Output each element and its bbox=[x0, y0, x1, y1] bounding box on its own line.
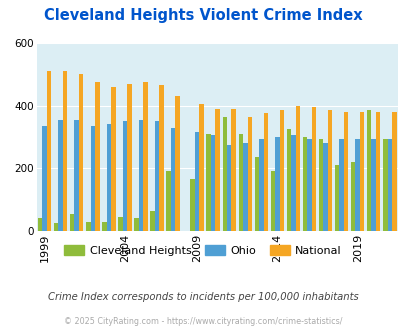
Bar bbox=[290, 135, 295, 231]
Bar bbox=[90, 126, 95, 231]
Bar bbox=[343, 112, 347, 231]
Bar bbox=[238, 134, 243, 231]
Bar bbox=[154, 121, 159, 231]
Bar bbox=[79, 74, 83, 231]
Bar bbox=[54, 223, 58, 231]
Bar bbox=[334, 165, 339, 231]
Bar bbox=[211, 135, 215, 231]
Bar bbox=[263, 114, 267, 231]
Bar bbox=[226, 145, 231, 231]
Bar bbox=[350, 162, 354, 231]
Text: © 2025 CityRating.com - https://www.cityrating.com/crime-statistics/: © 2025 CityRating.com - https://www.city… bbox=[64, 317, 341, 326]
Bar bbox=[270, 172, 275, 231]
Bar bbox=[111, 87, 115, 231]
Bar bbox=[171, 128, 175, 231]
Bar bbox=[127, 84, 131, 231]
Bar bbox=[63, 71, 67, 231]
Bar bbox=[38, 218, 42, 231]
Bar bbox=[74, 120, 79, 231]
Bar bbox=[247, 116, 252, 231]
Bar bbox=[150, 211, 154, 231]
Bar bbox=[307, 139, 311, 231]
Bar bbox=[243, 143, 247, 231]
Bar bbox=[107, 124, 111, 231]
Text: Crime Index corresponds to incidents per 100,000 inhabitants: Crime Index corresponds to incidents per… bbox=[47, 292, 358, 302]
Bar bbox=[302, 137, 307, 231]
Bar bbox=[118, 217, 122, 231]
Bar bbox=[206, 134, 211, 231]
Bar bbox=[42, 126, 47, 231]
Bar bbox=[371, 139, 375, 231]
Bar bbox=[327, 110, 332, 231]
Bar bbox=[382, 139, 387, 231]
Bar bbox=[375, 112, 379, 231]
Bar bbox=[275, 137, 279, 231]
Legend: Cleveland Heights, Ohio, National: Cleveland Heights, Ohio, National bbox=[60, 241, 345, 260]
Bar bbox=[58, 120, 63, 231]
Bar bbox=[339, 139, 343, 231]
Bar bbox=[366, 110, 371, 231]
Bar bbox=[322, 143, 327, 231]
Bar bbox=[279, 110, 283, 231]
Bar bbox=[70, 214, 74, 231]
Bar bbox=[231, 109, 235, 231]
Bar bbox=[143, 82, 147, 231]
Bar bbox=[391, 112, 396, 231]
Bar bbox=[122, 121, 127, 231]
Bar bbox=[286, 129, 290, 231]
Bar bbox=[215, 109, 220, 231]
Bar bbox=[47, 71, 51, 231]
Bar bbox=[86, 222, 90, 231]
Bar bbox=[194, 132, 199, 231]
Bar bbox=[311, 107, 315, 231]
Bar bbox=[134, 218, 139, 231]
Bar bbox=[318, 139, 322, 231]
Bar bbox=[139, 120, 143, 231]
Bar bbox=[190, 179, 194, 231]
Bar bbox=[354, 139, 359, 231]
Text: Cleveland Heights Violent Crime Index: Cleveland Heights Violent Crime Index bbox=[44, 8, 361, 23]
Bar bbox=[95, 82, 99, 231]
Bar bbox=[199, 104, 203, 231]
Bar bbox=[258, 139, 263, 231]
Bar bbox=[166, 172, 171, 231]
Bar bbox=[222, 116, 226, 231]
Bar bbox=[254, 157, 258, 231]
Bar bbox=[295, 106, 299, 231]
Bar bbox=[359, 112, 364, 231]
Bar bbox=[102, 222, 107, 231]
Bar bbox=[159, 85, 163, 231]
Bar bbox=[175, 96, 179, 231]
Bar bbox=[387, 139, 391, 231]
